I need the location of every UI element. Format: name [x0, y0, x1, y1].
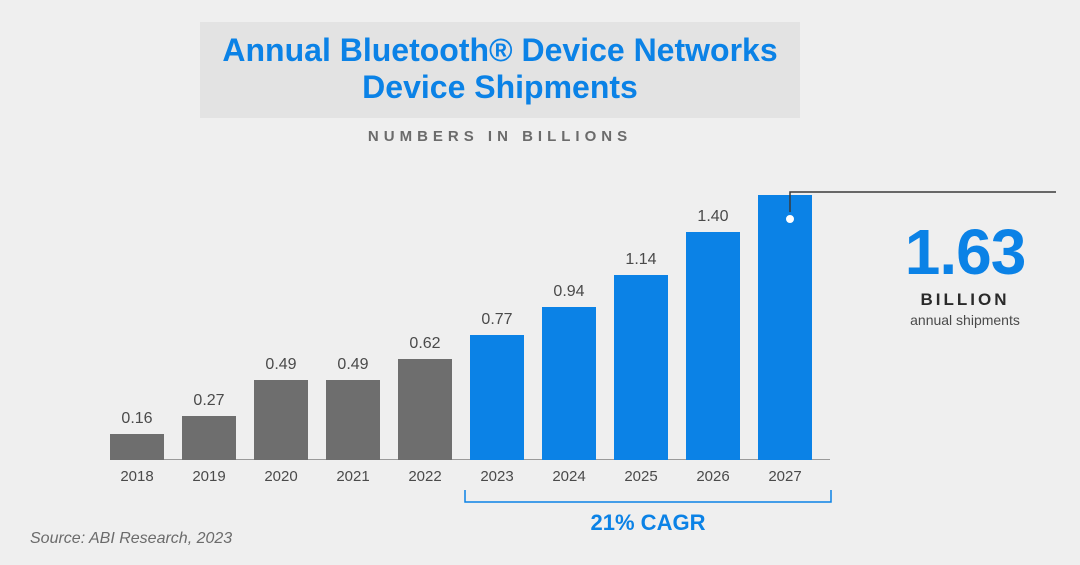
cagr-label: 21% CAGR: [462, 510, 834, 536]
bar: 0.49: [254, 380, 308, 460]
bar-rect: [470, 335, 524, 460]
x-axis-tick-label: 2019: [182, 468, 236, 485]
x-axis-tick-label: 2027: [758, 468, 812, 485]
x-axis-labels: 2018 2019 2020 2021 2022 2023 2024 2025 2026 2027: [110, 468, 830, 488]
bar: [758, 195, 812, 460]
callout-subtext: annual shipments: [875, 312, 1055, 328]
callout-block: 1.63 BILLION annual shipments: [875, 220, 1055, 328]
callout-unit: BILLION: [875, 290, 1055, 310]
bar-rect: [110, 434, 164, 460]
x-axis-tick-label: 2024: [542, 468, 596, 485]
bar: 1.14: [614, 275, 668, 460]
callout-number: 1.63: [875, 220, 1055, 284]
title-block: Annual Bluetooth® Device Networks Device…: [200, 22, 800, 118]
bar-value-label: 1.14: [614, 251, 668, 269]
bar-value-label: 0.49: [326, 356, 380, 374]
bar: 0.94: [542, 307, 596, 460]
title-line-2: Device Shipments: [362, 69, 638, 105]
source-citation: Source: ABI Research, 2023: [30, 530, 232, 548]
chart-subtitle: NUMBERS IN BILLIONS: [200, 128, 800, 145]
bar: 0.27: [182, 416, 236, 460]
bar-value-label: 0.27: [182, 392, 236, 410]
bar-rect: [542, 307, 596, 460]
chart-title: Annual Bluetooth® Device Networks Device…: [200, 32, 800, 106]
bar-rect: [686, 232, 740, 460]
bar-rect: [182, 416, 236, 460]
bar-rect: [326, 380, 380, 460]
x-axis-tick-label: 2021: [326, 468, 380, 485]
title-line-1: Annual Bluetooth® Device Networks: [222, 32, 777, 68]
bar-rect: [614, 275, 668, 460]
bar-value-label: 1.40: [686, 208, 740, 226]
bar-value-label: 0.94: [542, 283, 596, 301]
bar-value-label: 0.62: [398, 335, 452, 353]
bar-value-label: 0.16: [110, 410, 164, 428]
x-axis-tick-label: 2022: [398, 468, 452, 485]
x-axis-tick-label: 2026: [686, 468, 740, 485]
bar: 1.40: [686, 232, 740, 460]
bar: 0.49: [326, 380, 380, 460]
bar-rect: [254, 380, 308, 460]
x-axis-tick-label: 2018: [110, 468, 164, 485]
x-axis-tick-label: 2025: [614, 468, 668, 485]
bar-value-label: 0.77: [470, 311, 524, 329]
x-axis-tick-label: 2023: [470, 468, 524, 485]
cagr-bracket: [462, 490, 834, 510]
bar: 0.62: [398, 359, 452, 460]
x-axis-tick-label: 2020: [254, 468, 308, 485]
callout-dot-icon: [783, 212, 797, 226]
bar: 0.16: [110, 434, 164, 460]
bar: 0.77: [470, 335, 524, 460]
bar-rect: [398, 359, 452, 460]
bar-value-label: 0.49: [254, 356, 308, 374]
bar-chart: 0.16 0.27 0.49 0.49 0.62 0.77 0.94 1.14 1.40: [110, 170, 830, 460]
bar-rect: [758, 195, 812, 460]
